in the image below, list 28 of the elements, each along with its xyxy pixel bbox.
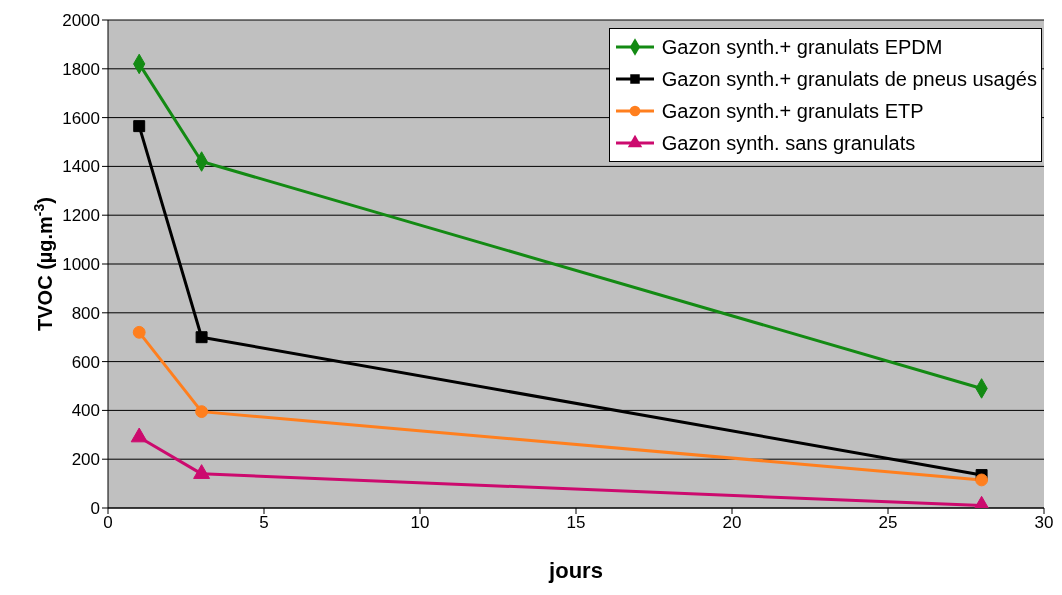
y-tick-label: 1200 xyxy=(62,206,100,226)
y-tick-label: 1000 xyxy=(62,255,100,275)
point xyxy=(975,473,989,487)
y-tick-label: 0 xyxy=(90,499,100,519)
x-tick-label: 25 xyxy=(878,513,898,533)
x-tick-label: 5 xyxy=(259,513,269,533)
point xyxy=(132,325,146,339)
legend-label: Gazon synth.+ granulats ETP xyxy=(661,99,924,124)
legend-label: Gazon synth.+ granulats de pneus usagés xyxy=(661,67,1037,92)
y-tick-label: 200 xyxy=(71,450,100,470)
y-tick-label: 600 xyxy=(71,352,100,372)
point xyxy=(133,120,146,133)
x-axis-title: jours xyxy=(548,558,603,583)
legend-label: Gazon synth.+ granulats EPDM xyxy=(661,35,943,60)
legend-label: Gazon synth. sans granulats xyxy=(661,131,916,156)
point xyxy=(195,331,208,344)
x-tick-label: 30 xyxy=(1034,513,1054,533)
point xyxy=(195,405,209,419)
y-tick-label: 800 xyxy=(71,303,100,323)
y-tick-label: 2000 xyxy=(62,11,100,31)
y-tick-label: 1400 xyxy=(62,157,100,177)
x-tick-label: 10 xyxy=(410,513,430,533)
x-tick-label: 20 xyxy=(722,513,742,533)
y-tick-label: 1600 xyxy=(62,108,100,128)
x-tick-label: 15 xyxy=(566,513,586,533)
y-tick-label: 400 xyxy=(71,401,100,421)
y-tick-label: 1800 xyxy=(62,59,100,79)
x-tick-label: 0 xyxy=(103,513,113,533)
